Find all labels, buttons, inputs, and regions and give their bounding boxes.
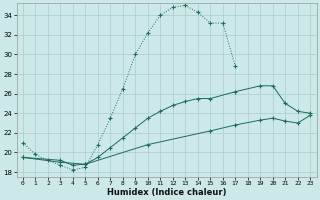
- X-axis label: Humidex (Indice chaleur): Humidex (Indice chaleur): [107, 188, 226, 197]
